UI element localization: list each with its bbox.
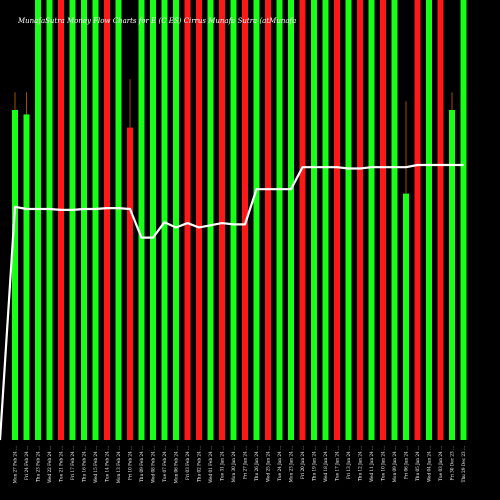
- x-tick-label: Mon 09 Jan 24 ...: [392, 446, 397, 482]
- flow-bar: [219, 0, 225, 440]
- flow-bar: [345, 0, 352, 440]
- flow-line: [0, 163, 464, 441]
- chart-title: MunafaSutra Money Flow Charts for E (C E…: [17, 17, 296, 25]
- x-tick-label: Wed 18 Jan 24 ...: [323, 446, 328, 482]
- flow-bar: [69, 0, 76, 440]
- x-tick-label: Wed 04 Jan 24 ...: [427, 446, 432, 482]
- x-tick-label: Mon 30 Jan 24 ...: [231, 446, 236, 482]
- flow-bar: [173, 0, 179, 440]
- x-tick-label: Fri 20 Jan 24 ...: [300, 446, 305, 479]
- x-tick-label: Thu 19 Jan 24 ...: [312, 446, 317, 481]
- flow-bar: [196, 0, 202, 440]
- x-tick-label: Wed 11 Jan 24 ...: [369, 446, 374, 482]
- x-tick-label: Tue 21 Feb 24 ...: [59, 446, 64, 482]
- flow-bar: [276, 0, 283, 440]
- x-tick-label: Wed 22 Feb 24 ...: [47, 446, 52, 483]
- flow-bar: [380, 0, 386, 440]
- flow-bar: [46, 0, 53, 440]
- flow-bar: [104, 0, 110, 440]
- flow-bar: [391, 0, 398, 440]
- bars-layer: [12, 0, 467, 441]
- flow-bar: [357, 0, 363, 440]
- flow-bar: [92, 0, 99, 440]
- flow-bar: [265, 0, 271, 440]
- x-tick-label: Wed 08 Feb 24 ...: [151, 446, 156, 483]
- flow-bar: [230, 0, 237, 440]
- flow-bar: [115, 0, 122, 440]
- x-tick-label: Mon 23 Jan 24 ...: [289, 446, 294, 482]
- x-tick-label: Tue 07 Feb 24 ...: [162, 446, 167, 482]
- x-tick-label: Wed 01 Feb 24 ...: [208, 446, 213, 483]
- flow-bar: [207, 0, 214, 440]
- x-tick-label: Thu 09 Feb 24 ...: [139, 446, 144, 482]
- flow-bar: [299, 0, 306, 440]
- flow-bar: [426, 0, 432, 440]
- flow-bar: [23, 114, 30, 441]
- flow-bar: [403, 193, 409, 440]
- flow-bar: [334, 0, 340, 440]
- x-tick-label: Tue 31 Jan 24 ...: [220, 446, 225, 481]
- flow-bar: [242, 0, 248, 440]
- x-tick-label: Tue 10 Jan 24 ...: [381, 446, 386, 481]
- x-tick-label: Tue 17 Jan 24 ...: [335, 446, 340, 481]
- flow-bar: [437, 0, 444, 440]
- x-tick-label: Tue 24 Jan 24 ...: [277, 446, 282, 481]
- flow-bar: [161, 0, 168, 440]
- flow-bar: [253, 0, 260, 440]
- x-tick-label: Fri 03 Feb 24 ...: [185, 446, 190, 480]
- flow-bar: [58, 0, 64, 440]
- x-tick-label: Tue 03 Jan 24 ...: [438, 446, 443, 481]
- x-tick-label: Wed 25 Jan 24 ...: [266, 446, 271, 482]
- x-tick-label: Thu 12 Jan 24 ...: [358, 446, 363, 481]
- flow-bar: [138, 0, 145, 440]
- flow-bar: [127, 127, 133, 440]
- flow-bar: [81, 0, 87, 440]
- x-tick-label: Thu 16 Feb 24 ...: [82, 446, 87, 482]
- flow-bar: [35, 0, 41, 440]
- x-tick-label: Fri 06 Jan 24 ...: [404, 446, 409, 479]
- x-tick-label: Thu 26 Jan 24 ...: [254, 446, 259, 481]
- flow-bar: [322, 0, 329, 440]
- line-layer: [0, 163, 464, 441]
- flow-bar: [311, 0, 317, 440]
- flow-bar: [12, 110, 18, 440]
- x-tick-label: Fri 30 Dec 23 ...: [450, 446, 455, 480]
- flow-bar: [288, 0, 294, 440]
- x-tick-label: Thu 29 Dec 23 ...: [461, 446, 466, 482]
- x-tick-label: Fri 27 Jan 24 ...: [243, 446, 248, 479]
- x-tick-label: Fri 24 Feb 24 ...: [24, 446, 29, 480]
- x-tick-labels: Mon 27 Feb 24 ... Fri 24 Feb 24 ... Thu 23…: [13, 446, 467, 483]
- x-tick-label: Mon 13 Feb 24 ...: [116, 446, 121, 483]
- x-tick-label: Fri 17 Feb 24 ...: [70, 446, 75, 480]
- x-tick-label: Thu 02 Feb 24 ...: [197, 446, 202, 482]
- x-tick-label: Tue 14 Feb 24 ...: [105, 446, 110, 482]
- flow-bar: [184, 0, 191, 440]
- flow-bar: [368, 0, 375, 440]
- x-tick-label: Thu 23 Feb 24 ...: [36, 446, 41, 482]
- x-tick-label: Mon 27 Feb 24 ...: [13, 446, 18, 483]
- flow-bar: [460, 0, 467, 440]
- flow-bar: [449, 110, 455, 440]
- x-tick-label: Mon 06 Feb 24 ...: [174, 446, 179, 483]
- x-tick-label: Wed 15 Feb 24 ...: [93, 446, 98, 483]
- x-tick-label: Fri 13 Jan 24 ...: [346, 446, 351, 479]
- flow-bar: [414, 0, 421, 440]
- x-tick-label: Fri 10 Feb 24 ...: [128, 446, 133, 480]
- x-tick-label: Thu 05 Jan 24 ...: [415, 446, 420, 481]
- flow-bar: [150, 0, 156, 440]
